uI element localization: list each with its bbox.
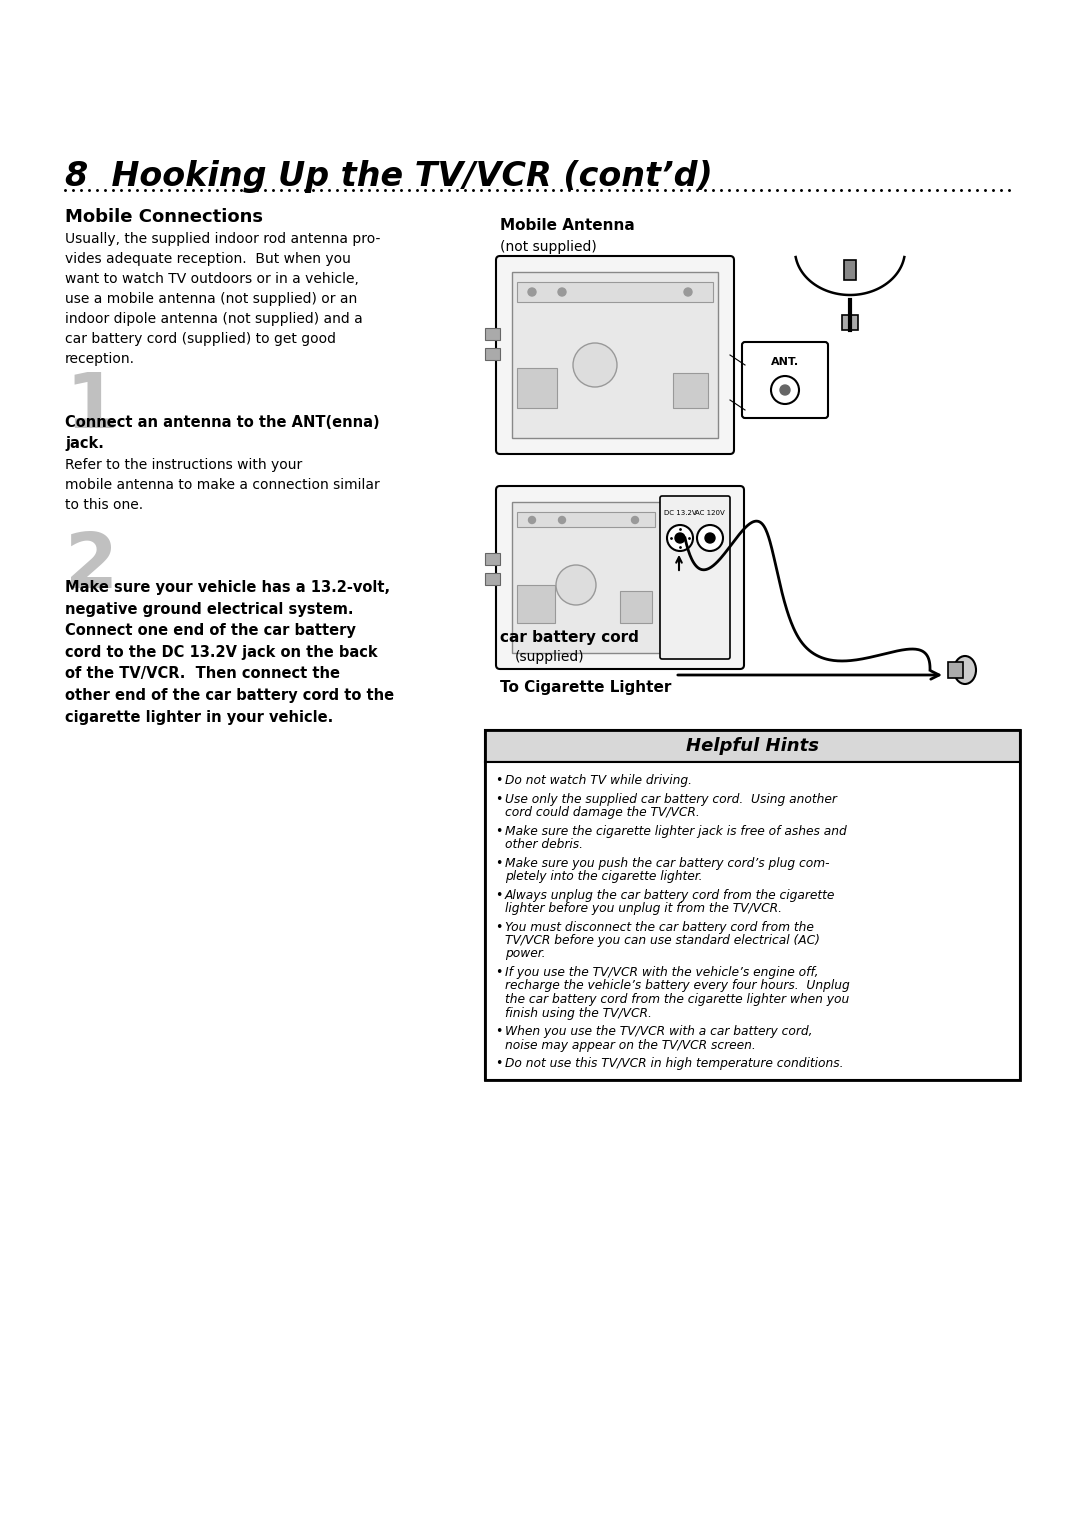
Text: AC 120V: AC 120V (696, 510, 725, 516)
Text: Helpful Hints: Helpful Hints (686, 736, 819, 755)
Text: pletely into the cigarette lighter.: pletely into the cigarette lighter. (505, 869, 702, 883)
Circle shape (667, 526, 693, 552)
Text: noise may appear on the TV/VCR screen.: noise may appear on the TV/VCR screen. (505, 1039, 756, 1051)
Text: car battery cord: car battery cord (500, 630, 639, 645)
Text: Mobile Antenna: Mobile Antenna (500, 219, 635, 232)
Text: 2: 2 (65, 530, 118, 604)
Text: Use only the supplied car battery cord.  Using another: Use only the supplied car battery cord. … (505, 793, 837, 805)
Circle shape (556, 565, 596, 605)
Text: cord could damage the TV/VCR.: cord could damage the TV/VCR. (505, 805, 700, 819)
Bar (512, 503, 660, 652)
Text: Make sure the cigarette lighter jack is free of ashes and: Make sure the cigarette lighter jack is … (505, 825, 847, 837)
FancyBboxPatch shape (660, 497, 730, 659)
Text: When you use the TV/VCR with a car battery cord,: When you use the TV/VCR with a car batte… (505, 1025, 812, 1038)
Circle shape (684, 287, 692, 296)
Text: •: • (495, 775, 502, 787)
Text: Usually, the supplied indoor rod antenna pro-
vides adequate reception.  But whe: Usually, the supplied indoor rod antenna… (65, 232, 380, 367)
Bar (485, 762, 1020, 1080)
Bar (517, 283, 713, 303)
Text: ANT.: ANT. (771, 358, 799, 367)
Circle shape (528, 287, 536, 296)
Text: TV/VCR before you can use standard electrical (AC): TV/VCR before you can use standard elect… (505, 934, 820, 947)
Text: Make sure you push the car battery cord’s plug com-: Make sure you push the car battery cord’… (505, 857, 829, 869)
Text: finish using the TV/VCR.: finish using the TV/VCR. (505, 1007, 652, 1019)
Bar (485, 348, 500, 361)
Text: •: • (495, 888, 502, 902)
Bar (517, 512, 654, 527)
Text: Do not watch TV while driving.: Do not watch TV while driving. (505, 775, 692, 787)
Circle shape (675, 533, 685, 542)
FancyBboxPatch shape (496, 257, 734, 454)
Text: If you use the TV/VCR with the vehicle’s engine off,: If you use the TV/VCR with the vehicle’s… (505, 966, 819, 979)
FancyBboxPatch shape (742, 342, 828, 419)
Ellipse shape (954, 656, 976, 685)
Bar (485, 553, 500, 565)
Bar (842, 315, 858, 330)
Text: (not supplied): (not supplied) (500, 240, 597, 254)
Text: the car battery cord from the cigarette lighter when you: the car battery cord from the cigarette … (505, 993, 849, 1005)
Bar (517, 368, 557, 408)
Text: •: • (495, 966, 502, 979)
FancyBboxPatch shape (496, 486, 744, 669)
Text: •: • (495, 1025, 502, 1038)
Circle shape (780, 385, 789, 396)
Circle shape (697, 526, 723, 552)
Text: You must disconnect the car battery cord from the: You must disconnect the car battery cord… (505, 920, 814, 934)
Circle shape (558, 516, 566, 524)
Bar (512, 272, 718, 439)
Circle shape (632, 516, 638, 524)
Text: lighter before you unplug it from the TV/VCR.: lighter before you unplug it from the TV… (505, 902, 782, 915)
Text: Always unplug the car battery cord from the cigarette: Always unplug the car battery cord from … (505, 888, 835, 902)
Text: •: • (495, 825, 502, 837)
Text: Make sure your vehicle has a 13.2-volt,
negative ground electrical system.
Conne: Make sure your vehicle has a 13.2-volt, … (65, 581, 394, 724)
Bar (843, 260, 856, 280)
Bar (948, 662, 963, 678)
Text: DC 13.2V: DC 13.2V (664, 510, 697, 516)
Bar (485, 730, 1020, 1080)
Text: •: • (495, 1057, 502, 1070)
Text: Connect an antenna to the ANT(enna)
jack.: Connect an antenna to the ANT(enna) jack… (65, 416, 380, 451)
Text: power.: power. (505, 947, 545, 961)
Text: 1: 1 (65, 370, 118, 445)
Text: Do not use this TV/VCR in high temperature conditions.: Do not use this TV/VCR in high temperatu… (505, 1057, 843, 1070)
Text: other debris.: other debris. (505, 837, 583, 851)
Circle shape (705, 533, 715, 542)
Text: Mobile Connections: Mobile Connections (65, 208, 264, 226)
Text: •: • (495, 857, 502, 869)
Text: •: • (495, 920, 502, 934)
Text: recharge the vehicle’s battery every four hours.  Unplug: recharge the vehicle’s battery every fou… (505, 979, 850, 993)
Bar (485, 329, 500, 341)
Text: (supplied): (supplied) (515, 649, 584, 665)
Circle shape (558, 287, 566, 296)
Bar (485, 573, 500, 585)
Text: 8  Hooking Up the TV/VCR (cont’d): 8 Hooking Up the TV/VCR (cont’d) (65, 160, 713, 193)
Circle shape (573, 342, 617, 387)
Text: To Cigarette Lighter: To Cigarette Lighter (500, 680, 672, 695)
Bar (517, 585, 555, 623)
Bar (673, 373, 708, 408)
Bar (620, 591, 652, 623)
Text: •: • (495, 793, 502, 805)
Bar (485, 730, 1020, 762)
Circle shape (528, 516, 536, 524)
Text: Refer to the instructions with your
mobile antenna to make a connection similar
: Refer to the instructions with your mobi… (65, 458, 380, 512)
Circle shape (771, 376, 799, 403)
